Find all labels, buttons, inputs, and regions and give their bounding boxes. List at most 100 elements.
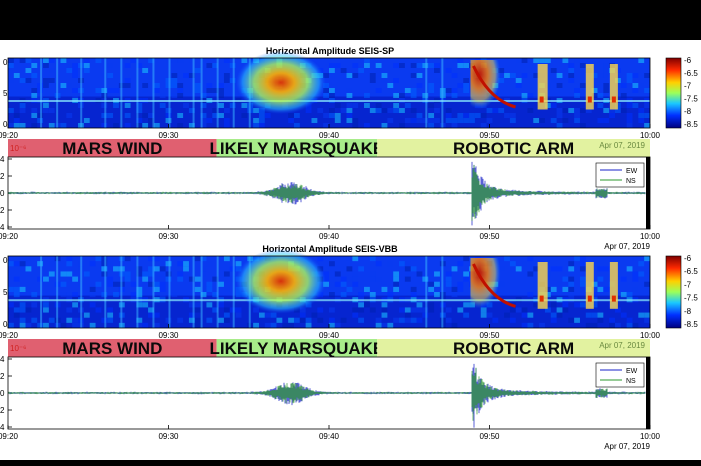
heatmap-cell	[644, 88, 650, 93]
heatmap-cell	[43, 322, 49, 328]
heatmap-cell	[620, 292, 627, 298]
heatmap-cell	[305, 108, 312, 113]
heatmap-cell	[381, 307, 388, 313]
heatmap-cell	[72, 88, 79, 93]
heatmap-cell	[410, 63, 417, 68]
heatmap-cell	[206, 317, 213, 323]
heatmap-cell	[206, 302, 213, 308]
heatmap-cell	[457, 58, 464, 63]
heatmap-cell	[329, 292, 335, 298]
heatmap-cell	[177, 83, 184, 88]
heatmap-cell	[317, 307, 324, 313]
heatmap-cell	[329, 63, 335, 68]
heatmap-cell	[375, 317, 382, 323]
spectrogram-panel: Horizontal Amplitude SEIS-SP 0 5 0 09:20 09:3…	[0, 46, 698, 140]
heatmap-cell	[515, 58, 522, 63]
heatmap-cell	[399, 108, 405, 113]
annotation-band-label: MARS WIND	[62, 339, 162, 358]
heatmap-cell	[188, 108, 195, 113]
heatmap-cell	[609, 108, 615, 113]
heatmap-cell	[159, 271, 166, 277]
heatmap-cell	[66, 113, 73, 118]
heatmap-stripe	[136, 256, 139, 328]
heatmap-cell	[393, 281, 400, 287]
heatmap-cell	[72, 63, 79, 68]
heatmap-cell	[346, 103, 353, 108]
heatmap-cell	[410, 93, 417, 98]
heatmap-cell	[13, 312, 20, 318]
heatmap-cell	[124, 78, 131, 83]
heatmap-cell	[556, 123, 563, 128]
heatmap-cell	[410, 266, 417, 272]
heatmap-cell	[31, 108, 38, 113]
heatmap-cell	[644, 256, 650, 262]
heatmap-cell	[177, 93, 184, 98]
heatmap-cell	[352, 103, 359, 108]
heatmap-cell	[334, 103, 341, 108]
heatmap-cell	[352, 281, 359, 287]
heatmap-cell	[288, 322, 294, 328]
heatmap-cell	[434, 271, 440, 277]
heatmap-cell	[8, 286, 14, 292]
heatmap-cell	[223, 78, 230, 83]
heatmap-cell	[113, 123, 119, 128]
heatmap-cell	[194, 88, 201, 93]
heatmap-cell	[253, 108, 259, 113]
x-tick-label: 09:30	[158, 331, 179, 340]
heatmap-cell	[381, 281, 388, 287]
heatmap-stripe	[192, 58, 195, 128]
heatmap-cell	[428, 302, 435, 308]
heatmap-cell	[48, 317, 55, 323]
heatmap-cell	[13, 113, 20, 118]
heatmap-cell	[568, 73, 575, 78]
heatmap-cell	[533, 266, 540, 272]
heatmap-cell	[597, 276, 604, 282]
heatmap-cell	[107, 307, 114, 313]
heatmap-cell	[399, 307, 405, 313]
heatmap-cell	[177, 88, 184, 93]
heatmap-cell	[235, 312, 242, 318]
heatmap-cell	[375, 63, 382, 68]
heatmap-cell	[235, 261, 242, 267]
heatmap-cell	[620, 83, 627, 88]
heatmap-cell	[48, 68, 55, 73]
heatmap-cell	[329, 307, 335, 313]
heatmap-cell	[626, 113, 633, 118]
heatmap-cell	[223, 307, 230, 313]
heatmap-cell	[591, 281, 598, 287]
spectrogram-panel: Horizontal Amplitude SEIS-VBB 0 5 0 09:20 09:…	[0, 244, 698, 340]
heatmap-cell	[463, 302, 470, 308]
heatmap-cell	[241, 103, 248, 108]
heatmap-stripe	[200, 58, 203, 128]
date-label: Apr 07, 2019	[604, 442, 650, 451]
heatmap-stripe	[425, 58, 428, 128]
heatmap-cell	[218, 317, 224, 323]
heatmap-cell	[539, 118, 545, 123]
heatmap-cell	[223, 123, 230, 128]
heatmap-cell	[66, 83, 73, 88]
heatmap-cell	[638, 58, 645, 63]
heatmap-cell	[381, 78, 388, 83]
heatmap-cell	[66, 63, 73, 68]
arm-pulse	[609, 262, 618, 309]
heatmap-cell	[626, 322, 633, 328]
heatmap-cell	[381, 302, 388, 308]
heatmap-cell	[434, 68, 440, 73]
heatmap-cell	[323, 113, 329, 118]
heatmap-stripe	[80, 58, 83, 128]
heatmap-cell	[369, 78, 376, 83]
heatmap-cell	[416, 271, 423, 277]
heatmap-cell	[544, 307, 551, 313]
panel-title: Horizontal Amplitude SEIS-SP	[266, 46, 394, 56]
heatmap-cell	[352, 271, 359, 277]
heatmap-cell	[124, 123, 131, 128]
heatmap-cell	[148, 113, 154, 118]
heatmap-cell	[498, 108, 505, 113]
annotation-band	[216, 339, 378, 357]
heatmap-cell	[329, 93, 335, 98]
heatmap-cell	[83, 118, 90, 123]
heatmap-cell	[568, 261, 575, 267]
heatmap-cell	[574, 118, 580, 123]
colorbar-tick-label: -7	[684, 82, 692, 91]
heatmap-cell	[60, 322, 67, 328]
